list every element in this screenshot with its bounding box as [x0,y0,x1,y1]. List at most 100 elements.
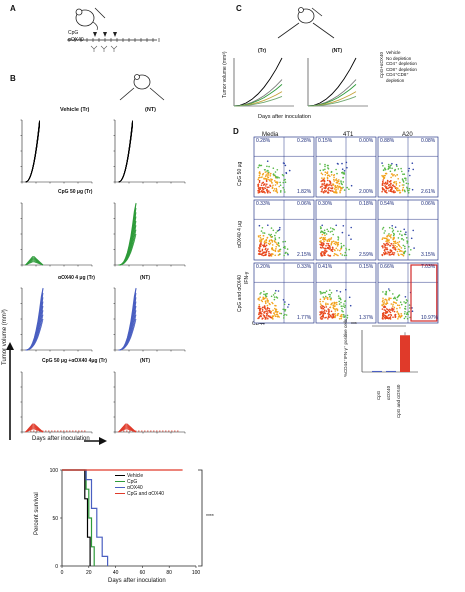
flow-event [401,253,404,256]
flow-event [320,230,323,232]
flow-event [266,299,269,302]
flow-event [390,234,392,236]
flow-event [390,236,392,239]
flow-event [392,238,394,241]
flow-event [401,234,403,237]
flow-event [330,249,333,252]
flow-event [341,315,343,318]
flow-event [385,237,388,240]
flow-event [262,184,265,186]
flow-event [320,231,322,234]
flow-event [324,187,327,189]
flow-event [393,248,396,250]
c-xlabel: Days after inoculation [258,114,311,120]
flow-event [386,181,389,183]
surv-legend-1: CpG [115,479,164,485]
flow-event [328,244,331,247]
flow-event [392,316,394,319]
bar-2 [400,335,410,372]
flow-event [264,308,267,310]
flow-event [397,178,400,180]
flow-event [266,183,268,185]
flow-event [386,191,388,194]
flow-event [323,310,325,313]
flow-event [404,315,407,318]
flow-event [389,308,391,311]
flow-event [266,178,268,180]
flow-event [398,254,400,257]
flow-event [387,163,390,166]
flow-event [337,243,340,246]
flow-event [274,190,277,192]
flow-event [382,182,384,184]
flow-event [321,310,323,313]
flow-event [264,317,267,319]
flow-event [279,312,281,315]
flow-event [324,174,327,176]
flow-event [325,290,328,293]
flow-event [281,174,284,176]
flow-event [392,293,394,295]
flow-event [386,299,388,302]
flow-event [319,169,322,172]
flow-event [272,294,275,296]
flow-event [274,180,276,182]
flow-event [390,250,393,253]
flow-event [385,247,387,249]
flow-event [323,240,325,243]
flow-event [320,172,323,174]
flow-event [264,301,267,303]
flow-event [260,311,262,313]
flow-event [275,232,277,234]
flow-event [346,317,349,319]
flow-event [280,312,283,315]
flow-event [262,188,265,191]
flow-event [397,230,399,233]
flow-event [390,182,392,185]
flow-event [277,242,280,244]
flow-event [282,181,285,184]
flow-event [343,306,346,309]
flow-event [350,226,353,229]
flow-event [324,312,327,315]
flow-event [331,190,334,192]
flow-event [408,307,411,309]
flow-event [321,177,323,179]
flow-event [403,173,406,175]
flow-event [405,182,408,185]
flow-event [388,241,391,244]
flow-event [388,184,391,186]
flow-event [393,246,395,248]
flow-event [262,232,264,234]
flow-event [336,314,339,317]
flow-event [275,246,278,248]
flow-event [263,305,266,308]
flow-event [326,184,328,187]
flow-event [402,181,405,183]
flow-event [337,295,340,297]
flow-event [268,252,270,255]
title-ox: αOX40 4 μg (Tr) [58,275,95,281]
flow-event [329,189,332,192]
flow-event [271,182,273,184]
flow-event [402,186,405,189]
flow-event [327,243,330,245]
x-tick-label: 60 [140,570,146,576]
flow-event [270,317,273,319]
flow-event [382,237,384,239]
flow-event [334,243,337,246]
flow-event [259,234,262,237]
flow-event [279,181,281,184]
flow-event [342,305,344,308]
flow-event [339,252,342,255]
bar-1 [386,370,396,372]
flow-event [340,301,342,304]
flow-event [334,303,336,305]
flow-event [269,303,271,306]
flow-event [263,290,265,293]
flow-event [336,182,339,184]
flow-event [401,189,404,192]
flow-event [272,249,275,251]
